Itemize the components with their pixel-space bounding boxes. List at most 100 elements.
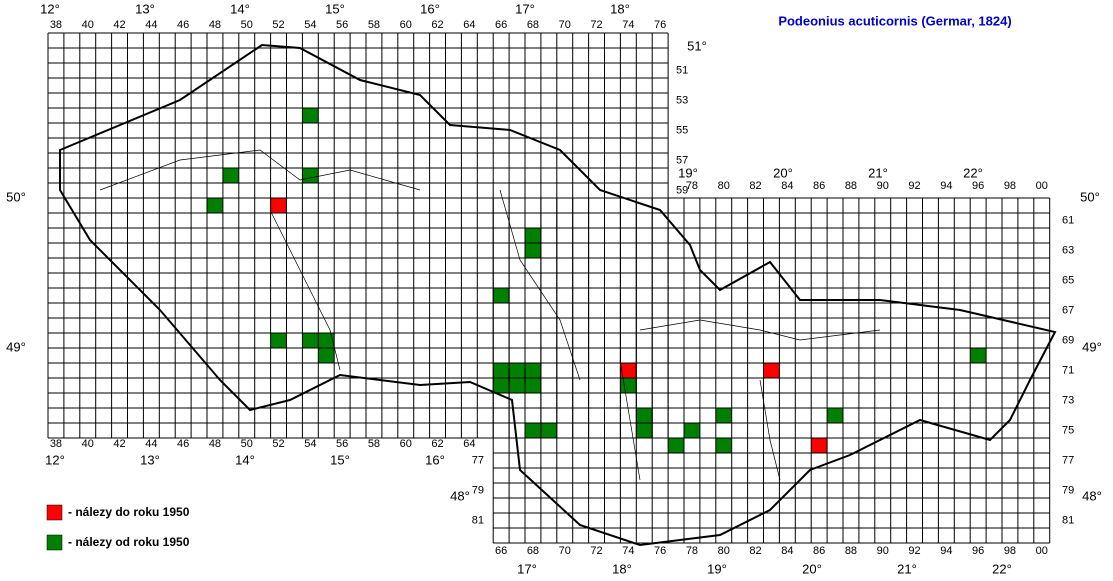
meridian-label: 15°	[325, 1, 345, 16]
column-label: 94	[940, 545, 952, 557]
column-label: 80	[718, 180, 730, 192]
meridian-label: 21°	[897, 561, 917, 576]
column-label: 46	[177, 19, 189, 31]
record-square	[270, 198, 287, 213]
record-square	[318, 348, 335, 363]
record-square	[302, 333, 319, 348]
legend-label: - nálezy do roku 1950	[68, 505, 190, 519]
row-label: 67	[1062, 304, 1074, 316]
row-label: 77	[472, 454, 484, 466]
rivers	[99, 149, 881, 481]
record-square	[620, 363, 637, 378]
column-label: 54	[304, 19, 316, 31]
record-square	[715, 438, 732, 453]
row-label: 63	[1062, 244, 1074, 256]
column-label: 86	[813, 180, 825, 192]
column-label: 56	[336, 438, 348, 450]
column-label: 50	[241, 438, 253, 450]
record-square	[222, 168, 239, 183]
meridian-label: 19°	[678, 165, 698, 180]
record-square	[827, 408, 843, 423]
column-label: 88	[845, 180, 857, 192]
column-label: 96	[972, 545, 984, 557]
meridian-label: 16°	[420, 1, 440, 16]
column-label: 86	[813, 545, 825, 557]
record-square	[207, 198, 223, 213]
column-label: 38	[50, 438, 62, 450]
record-square	[493, 363, 510, 378]
record-square	[540, 423, 557, 438]
row-label: 65	[1062, 274, 1074, 286]
column-label: 72	[590, 19, 602, 31]
column-label: 56	[336, 19, 348, 31]
column-label: 44	[145, 438, 157, 450]
legend-label: - nálezy od roku 1950	[68, 535, 190, 549]
column-label: 70	[559, 545, 571, 557]
record-square	[636, 408, 653, 423]
record-square	[525, 423, 541, 438]
column-label: 82	[749, 545, 761, 557]
row-label: 73	[1062, 394, 1074, 406]
column-label: 96	[972, 180, 984, 192]
record-square	[811, 438, 828, 453]
meridian-label: 17°	[517, 561, 537, 576]
record-square	[509, 378, 525, 393]
record-square	[684, 423, 700, 438]
column-label: 80	[718, 545, 730, 557]
column-label: 00	[1036, 180, 1048, 192]
column-label: 46	[177, 438, 189, 450]
row-label: 69	[1062, 334, 1074, 346]
column-label: 82	[749, 180, 761, 192]
column-label: 90	[877, 180, 889, 192]
column-label: 76	[654, 19, 666, 31]
legend-swatch	[46, 504, 63, 521]
column-label: 40	[82, 19, 94, 31]
column-label: 52	[272, 438, 284, 450]
column-label: 68	[527, 19, 539, 31]
record-square	[970, 348, 987, 363]
parallel-label: 49°	[6, 339, 26, 354]
parallel-label: 51°	[687, 38, 707, 53]
column-label: 68	[527, 545, 539, 557]
column-label: 42	[113, 19, 125, 31]
meridian-label: 22°	[992, 561, 1012, 576]
row-label: 75	[1062, 424, 1074, 436]
column-label: 00	[1036, 545, 1048, 557]
column-label: 52	[272, 19, 284, 31]
column-label: 50	[241, 19, 253, 31]
record-square	[636, 423, 653, 438]
column-label: 84	[781, 545, 793, 557]
meridian-label: 21°	[868, 165, 888, 180]
meridian-label: 13°	[135, 1, 155, 16]
column-label: 66	[495, 545, 507, 557]
column-label: 60	[400, 438, 412, 450]
row-label: 59	[676, 184, 688, 196]
meridian-label: 12°	[40, 1, 60, 16]
legend: - nálezy do roku 1950 - nálezy od roku 19…	[46, 504, 190, 551]
column-label: 66	[495, 19, 507, 31]
column-label: 78	[686, 545, 698, 557]
parallel-label: 50°	[6, 189, 26, 204]
column-label: 64	[463, 438, 475, 450]
grid	[47, 32, 1051, 544]
record-square	[525, 228, 541, 243]
meridian-label: 18°	[610, 1, 630, 16]
column-label: 62	[431, 438, 443, 450]
column-label: 62	[431, 19, 443, 31]
row-label: 77	[1062, 454, 1074, 466]
meridian-label: 16°	[425, 452, 445, 467]
column-label: 40	[82, 438, 94, 450]
row-label: 55	[676, 124, 688, 136]
record-square	[270, 333, 287, 348]
meridian-label: 17°	[515, 1, 535, 16]
column-label: 44	[145, 19, 157, 31]
row-label: 51	[676, 64, 688, 76]
record-square	[525, 243, 541, 258]
row-label: 53	[676, 94, 688, 106]
column-label: 92	[908, 180, 920, 192]
legend-swatch	[46, 534, 63, 551]
record-square	[509, 363, 525, 378]
parallel-label: 49°	[1082, 339, 1102, 354]
column-label: 84	[781, 180, 793, 192]
